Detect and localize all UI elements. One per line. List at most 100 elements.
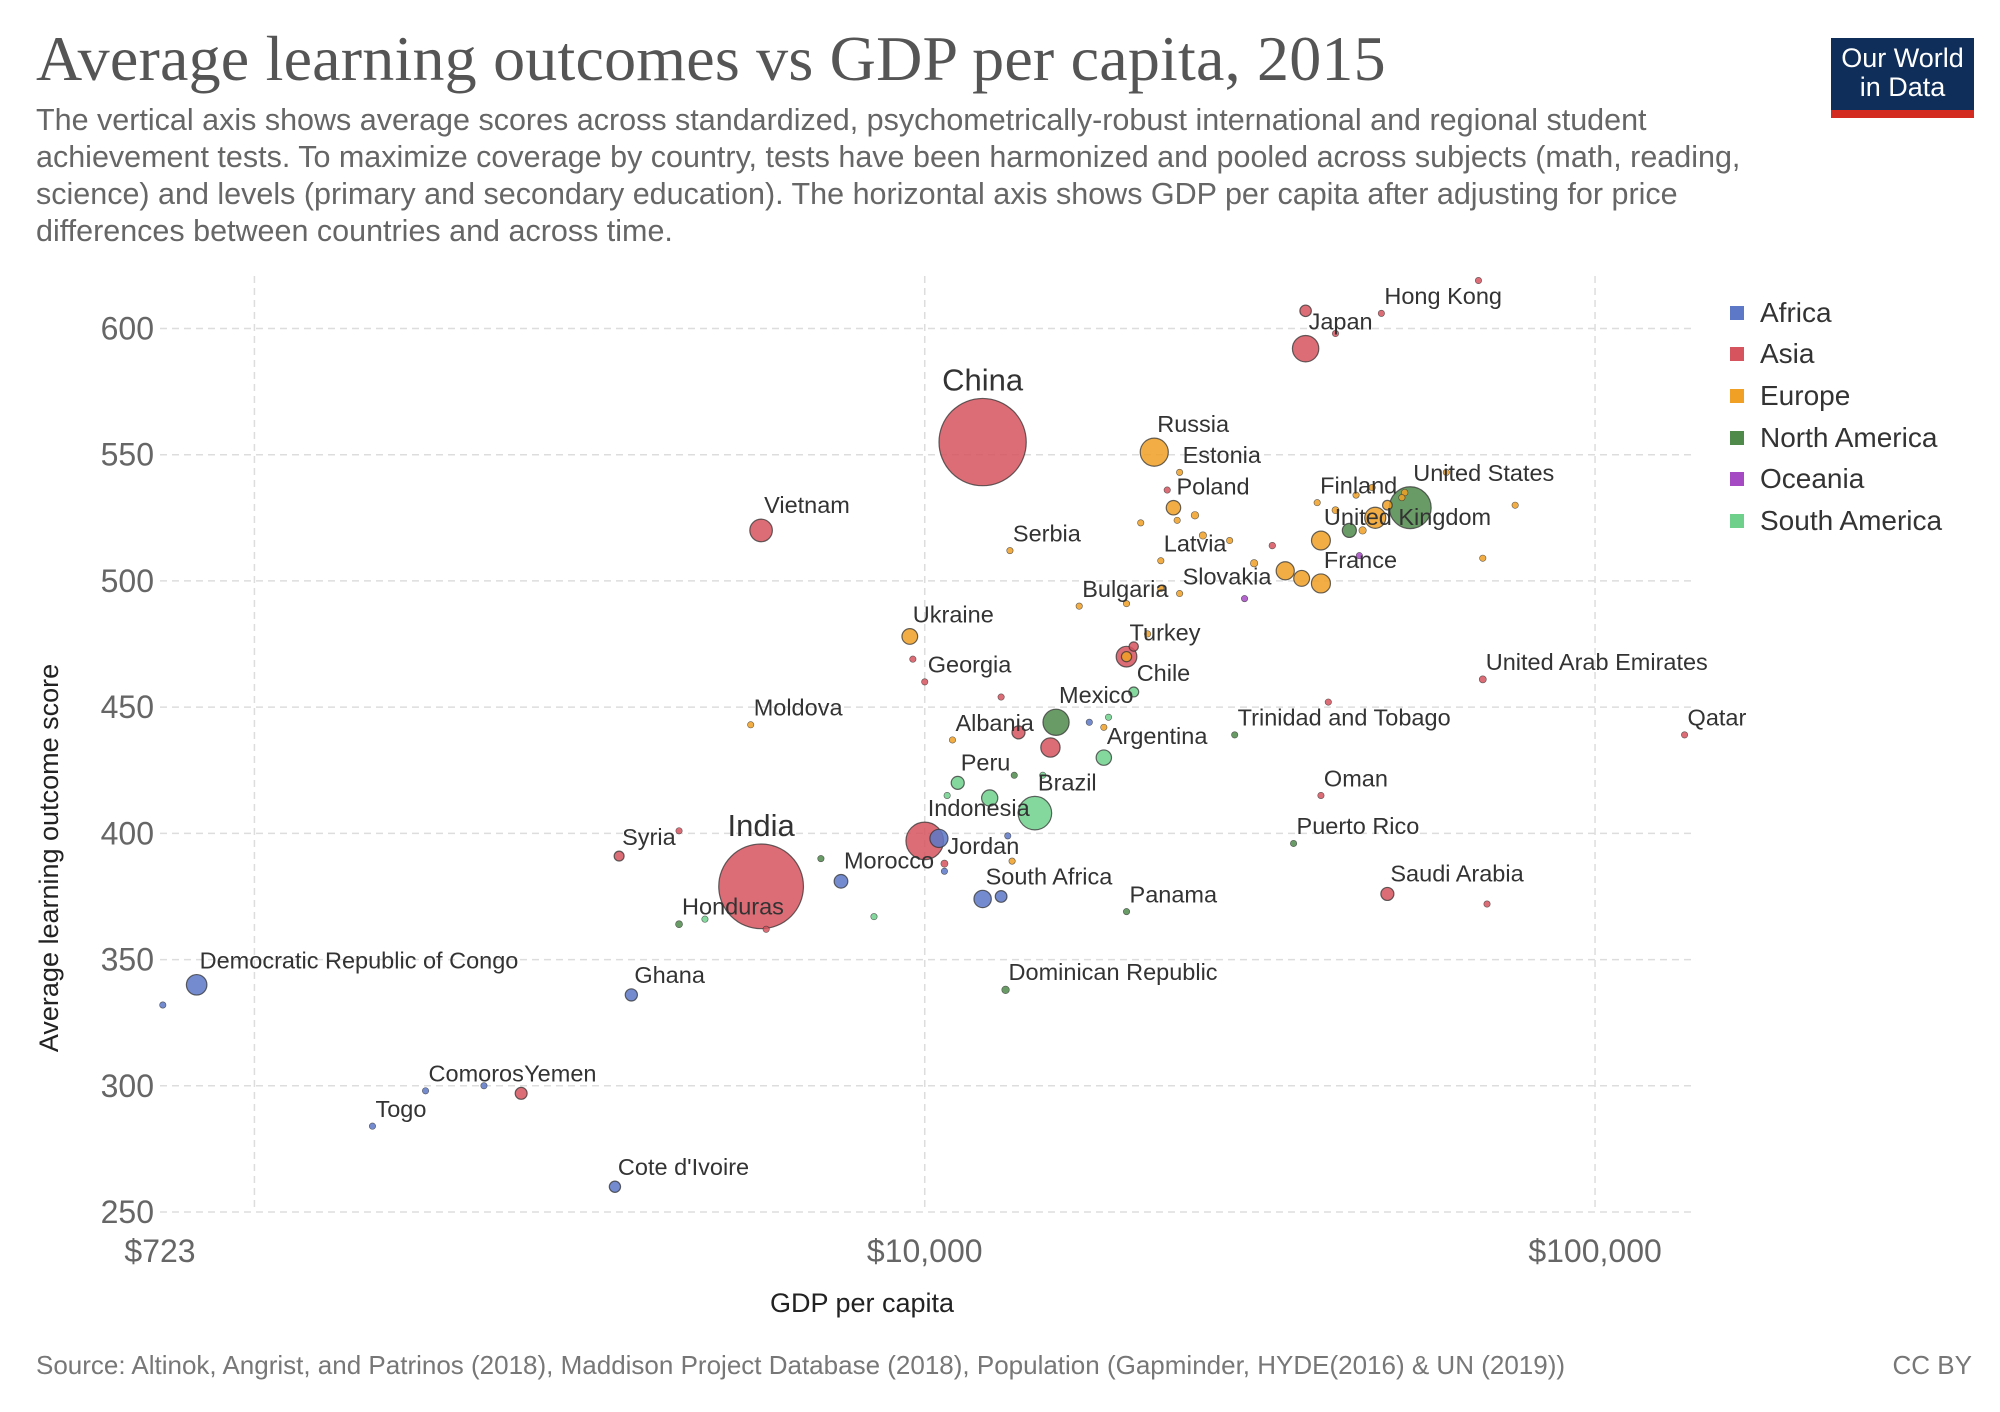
point-label: Ghana — [634, 962, 705, 988]
data-point — [1291, 334, 1320, 363]
data-point — [1310, 530, 1331, 551]
data-point — [997, 693, 1005, 701]
data-point — [675, 827, 683, 835]
data-point — [1163, 486, 1171, 494]
license-link[interactable]: CC BY — [1892, 1350, 1972, 1380]
point-label: Albania — [955, 710, 1034, 736]
point-label: Chile — [1137, 660, 1191, 686]
point-label: Ukraine — [913, 602, 994, 628]
data-point — [1250, 559, 1259, 568]
point-label: Dominican Republic — [1009, 959, 1218, 985]
legend-item[interactable]: Africa — [1730, 292, 1942, 334]
y-tick-label: 550 — [101, 437, 154, 473]
data-point — [1039, 771, 1047, 779]
data-point — [1011, 725, 1026, 740]
data-point — [1268, 541, 1276, 550]
data-point — [185, 973, 208, 996]
data-point — [1139, 437, 1169, 467]
legend-swatch — [1730, 347, 1744, 362]
point-label: Democratic Republic of Congo — [200, 948, 519, 974]
point-label: Morocco — [844, 847, 934, 873]
data-point — [1176, 468, 1184, 476]
point-label: Indonesia — [928, 795, 1031, 821]
point-label: Togo — [375, 1096, 426, 1122]
data-point — [921, 678, 929, 686]
data-point — [1123, 908, 1131, 916]
data-point — [1358, 526, 1367, 535]
y-tick-label: 600 — [101, 310, 154, 346]
point-label: Serbia — [1013, 520, 1082, 546]
data-point — [1442, 468, 1450, 476]
label-layer: China India Indonesia Japan Hong Kong Vietnam… — [200, 283, 1747, 1180]
data-point — [1310, 573, 1332, 594]
point-label: Yemen — [524, 1060, 596, 1086]
legend-swatch — [1730, 305, 1744, 320]
data-point — [909, 655, 917, 663]
chart-subtitle: The vertical axis shows average scores a… — [36, 103, 1741, 248]
x-tick-label: $723 — [124, 1233, 195, 1269]
data-point — [159, 1001, 167, 1009]
data-point — [1380, 886, 1395, 902]
data-point — [994, 890, 1008, 903]
point-label: South Africa — [986, 863, 1114, 889]
legend-label: South America — [1760, 504, 1943, 536]
data-point — [1085, 718, 1093, 726]
point-label: Georgia — [928, 652, 1013, 678]
point-label: Finland — [1320, 472, 1397, 498]
data-point — [1128, 686, 1140, 698]
point-label: Bulgaria — [1082, 576, 1169, 602]
legend-label: Africa — [1760, 296, 1832, 328]
point-label: Brazil — [1038, 769, 1097, 795]
source-note: Source: Altinok, Angrist, and Patrinos (… — [36, 1350, 1566, 1380]
owid-logo[interactable]: Our World in Data — [1831, 38, 1974, 118]
data-point — [1317, 791, 1325, 799]
y-axis-title: Average learning outcome score — [34, 664, 64, 1052]
data-point — [1008, 857, 1016, 865]
legend-item[interactable]: Europe — [1730, 375, 1942, 417]
y-tick-label: 450 — [101, 689, 154, 725]
data-point — [718, 843, 805, 930]
data-point — [940, 859, 949, 868]
logo-line-1: Our World — [1841, 43, 1964, 73]
data-point — [1010, 771, 1018, 779]
y-tick-label: 400 — [101, 815, 154, 851]
data-point — [1290, 839, 1298, 847]
bubble-layer — [159, 277, 1689, 1193]
legend-swatch — [1730, 513, 1744, 528]
data-point — [948, 736, 956, 744]
data-point — [950, 775, 965, 790]
data-point — [1190, 511, 1200, 520]
point-label: Puerto Rico — [1297, 813, 1420, 839]
data-point — [1368, 484, 1376, 492]
legend-label: Europe — [1760, 379, 1851, 411]
data-point — [938, 397, 1027, 487]
data-point — [1299, 304, 1312, 318]
point-label: Trinidad and Tobago — [1238, 705, 1451, 731]
legend-item[interactable]: North America — [1730, 417, 1942, 459]
data-point — [1474, 277, 1482, 285]
legend-item[interactable]: Oceania — [1730, 458, 1942, 500]
point-label: Mexico — [1059, 682, 1133, 708]
legend-item[interactable]: Asia — [1730, 334, 1942, 376]
data-point — [1157, 584, 1165, 592]
data-point — [1105, 713, 1113, 721]
data-point — [1123, 600, 1131, 608]
point-label: Poland — [1176, 474, 1249, 500]
grid-layer: 250 300 350 400 450 500 550 600 $723 $10,000 $100,… — [101, 276, 1693, 1269]
data-point — [870, 913, 878, 921]
point-label: Comoros — [429, 1061, 524, 1087]
data-point — [1331, 506, 1340, 515]
y-tick-label: 350 — [101, 942, 154, 978]
point-label: Cote d'Ivoire — [618, 1154, 749, 1180]
y-tick-label: 300 — [101, 1068, 154, 1104]
data-point — [1095, 749, 1113, 766]
point-label: Russia — [1157, 411, 1230, 437]
point-label: Jordan — [947, 833, 1019, 859]
data-point — [1120, 650, 1133, 663]
data-point — [1364, 506, 1387, 529]
data-point — [1381, 499, 1393, 511]
data-point — [1398, 494, 1406, 502]
data-point — [1040, 737, 1061, 758]
legend-item[interactable]: South America — [1730, 500, 1942, 542]
